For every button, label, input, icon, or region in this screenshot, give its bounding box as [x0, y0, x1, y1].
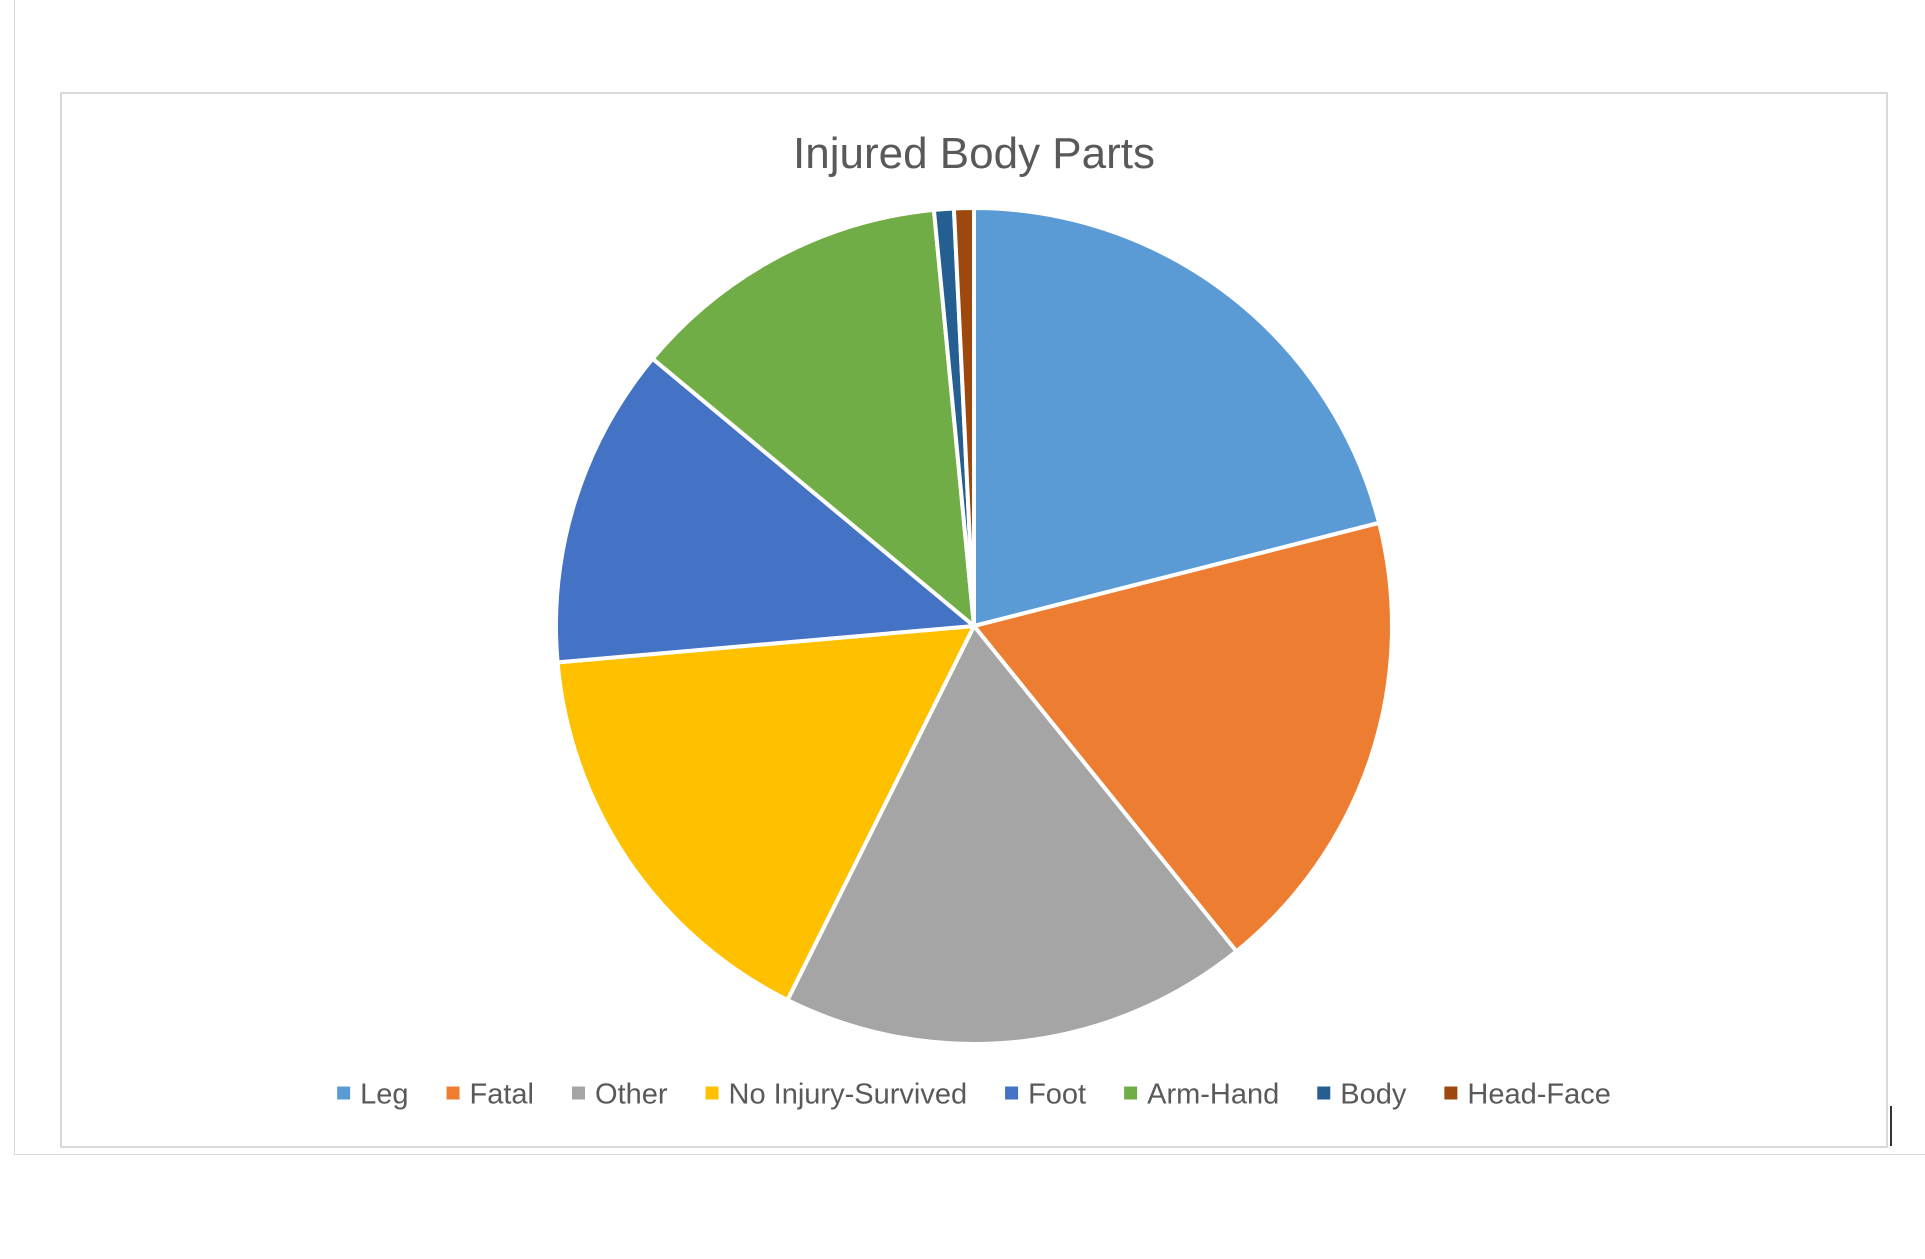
legend-marker-arm-hand [1124, 1086, 1138, 1100]
pie-slice-foot[interactable] [554, 356, 976, 665]
legend-item-foot[interactable]: Foot [1005, 1078, 1086, 1110]
legend-label-fatal: Fatal [470, 1078, 534, 1110]
legend-label-body: Body [1340, 1078, 1407, 1110]
legend-label-head-face: Head-Face [1467, 1078, 1610, 1110]
legend-marker-foot [1005, 1086, 1019, 1100]
legend-label-foot: Foot [1028, 1078, 1086, 1110]
legend-label-leg: Leg [360, 1078, 408, 1110]
legend-marker-other [572, 1086, 586, 1100]
legend-item-body[interactable]: Body [1317, 1078, 1407, 1110]
legend-item-head-face[interactable]: Head-Face [1444, 1078, 1611, 1110]
legend-marker-no-injury-survived [705, 1086, 719, 1100]
pie-slices [554, 206, 1394, 1046]
legend-item-arm-hand[interactable]: Arm-Hand [1124, 1078, 1279, 1110]
pie-slice-fatal[interactable] [972, 520, 1394, 954]
legend-marker-head-face [1444, 1086, 1458, 1100]
legend-item-no-injury-survived[interactable]: No Injury-Survived [705, 1078, 968, 1110]
pie-slice-leg[interactable] [972, 206, 1382, 628]
legend-item-fatal[interactable]: Fatal [446, 1078, 534, 1110]
pie-slice-head-face[interactable] [951, 206, 976, 628]
legend-label-arm-hand: Arm-Hand [1147, 1078, 1279, 1110]
legend-label-other: Other [595, 1078, 668, 1110]
text-cursor [1890, 1106, 1892, 1146]
pie-slice-no-injury-survived[interactable] [555, 624, 976, 1003]
legend-marker-body [1317, 1086, 1331, 1100]
pie-slice-arm-hand[interactable] [650, 207, 976, 628]
legend-item-leg[interactable]: Leg [337, 1078, 409, 1110]
legend-item-other[interactable]: Other [572, 1078, 668, 1110]
legend-marker-fatal [446, 1086, 460, 1100]
chart-title: Injured Body Parts [793, 129, 1155, 178]
pie-slice-other[interactable] [785, 624, 1239, 1046]
chart-legend: Leg Fatal Other No Injury-Survived Foot Arm-H… [337, 1078, 1611, 1110]
legend-label-no-injury-survived: No Injury-Survived [729, 1078, 968, 1110]
legend-marker-leg [337, 1086, 351, 1100]
